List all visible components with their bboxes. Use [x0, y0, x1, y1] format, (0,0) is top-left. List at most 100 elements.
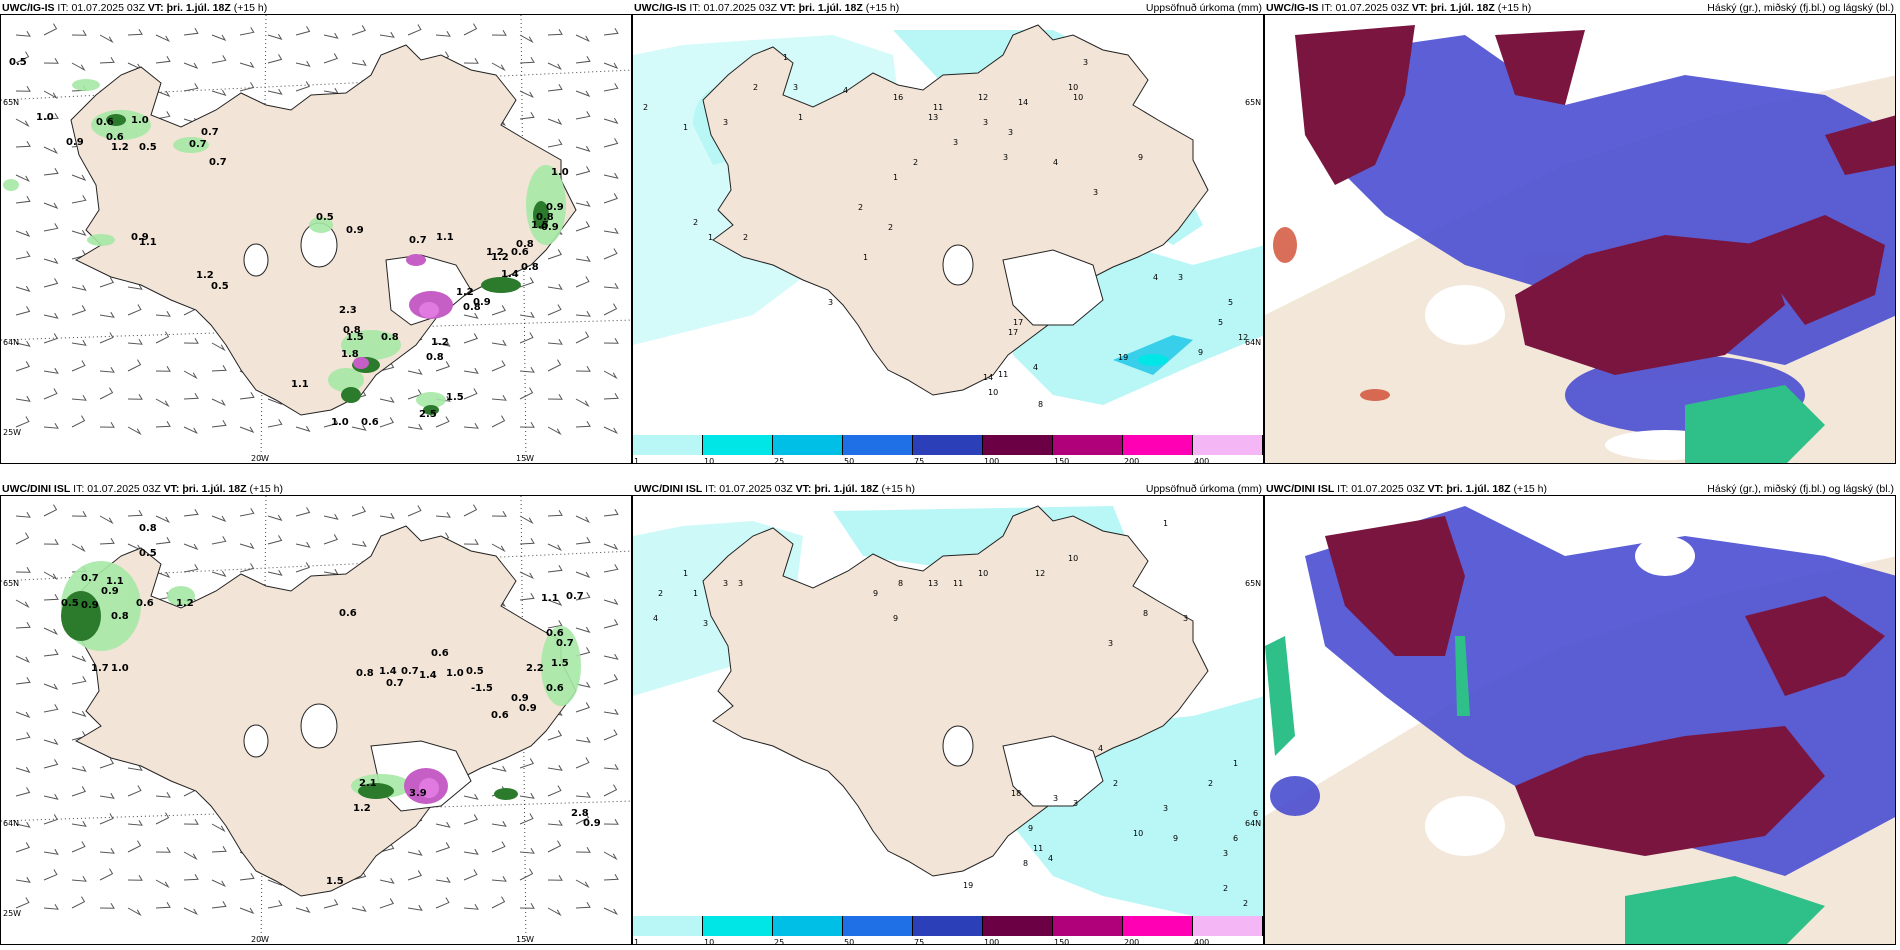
wind-barb-icon	[575, 34, 590, 43]
wind-barb-icon	[603, 653, 619, 660]
wind-barb-icon	[99, 277, 114, 288]
precip-label: 9	[1198, 348, 1203, 357]
lon-label: 15W	[516, 454, 534, 463]
wind-barb-icon	[99, 813, 114, 825]
precip-label: 3	[1178, 273, 1183, 282]
wind-label: 0.9	[511, 693, 529, 704]
wind-label: 1.2	[456, 287, 474, 298]
wind-barb-icon	[15, 599, 30, 609]
wind-barb-icon	[603, 564, 619, 573]
wind-barb-icon	[547, 118, 563, 126]
wind-label: 0.6	[96, 117, 114, 128]
wind-barb-icon	[575, 111, 591, 120]
wind-barb-icon	[435, 511, 451, 518]
colorbar-cell	[1053, 916, 1123, 936]
wind-barb-icon	[239, 542, 255, 549]
wind-barb-icon	[239, 61, 255, 68]
wind-barb-icon	[183, 851, 198, 861]
iceland-land	[702, 505, 1209, 877]
wind-barb-icon	[15, 174, 30, 183]
colorbar-tick: 150	[1054, 938, 1070, 945]
wind-barb-icon	[267, 514, 283, 521]
wind-barb-icon	[155, 421, 171, 428]
wind-label: 1.2	[353, 803, 371, 814]
precip-label: 10	[978, 569, 988, 578]
colorbar-cell	[1053, 435, 1123, 455]
colorbar-cell	[1193, 435, 1263, 455]
wind-barb-icon	[603, 543, 619, 551]
precip-label: 1	[893, 173, 898, 182]
wind-barb-icon	[323, 534, 338, 545]
init-time: 01.07.2025 03Z	[1335, 2, 1409, 14]
wind-labels: 0.8 0.5 0.7 0.9 1.1 0.5 0.9 0.6 0.8 1.7 …	[61, 523, 601, 887]
wind-barb-icon	[547, 139, 563, 148]
wind-label: 3.9	[409, 788, 427, 799]
wind-barb-icon	[351, 540, 367, 547]
wind-label: 1.5	[326, 876, 344, 887]
colorbar-tick: 75	[914, 938, 925, 945]
wind-barb-icon	[351, 424, 367, 431]
colorbar-tick: 50	[844, 457, 855, 464]
wind-barb-icon	[519, 332, 534, 344]
wind-barb-icon	[575, 166, 591, 176]
wind-barb-icon	[295, 541, 311, 548]
wind-barb-icon	[519, 538, 535, 545]
wind-label: 0.7	[566, 591, 584, 602]
wind-barb-icon	[491, 896, 506, 909]
wind-barb-icon	[71, 841, 86, 853]
wind-barb-icon	[211, 536, 227, 545]
wind-barb-icon	[575, 145, 591, 152]
wind-barb-icon	[183, 62, 199, 70]
wind-barb-icon	[239, 426, 255, 434]
wind-barb-icon	[99, 366, 115, 373]
precip-label: 1	[1233, 759, 1238, 768]
colorbar-cell	[843, 916, 913, 936]
wind-barb-icon	[547, 393, 563, 400]
precip-labels: 1 2 4 3 3 3 1 12 10 9 8 13 11 10 9 18 9 …	[653, 519, 1258, 908]
colorbar-tick: 1	[634, 938, 640, 945]
wind-barb-icon	[295, 60, 311, 67]
wind-label: 1.0	[331, 417, 349, 428]
wind-barb-icon	[491, 510, 507, 517]
precip-label: 2	[743, 233, 748, 242]
valid-time: þri. 1.júl. 18Z	[1446, 483, 1511, 495]
map-clouds-bottom	[1265, 496, 1895, 944]
wind-barb-icon	[603, 907, 618, 916]
wind-label: 1.0	[446, 668, 464, 679]
wind-barb-icon	[43, 388, 58, 400]
wind-barb-icon	[15, 532, 30, 545]
wind-label: 0.7	[81, 573, 99, 584]
model-name: UWC/DINI ISL	[634, 483, 703, 495]
wind-barb-icon	[351, 25, 366, 36]
colorbar-cell	[703, 435, 773, 455]
wind-barb-icon	[435, 821, 451, 828]
lat-label: 64N	[1245, 819, 1261, 828]
precip-label: 3	[1053, 794, 1058, 803]
wind-barb-icon	[379, 396, 395, 403]
wind-barb-icon	[71, 360, 86, 372]
wind-barb-icon	[547, 304, 562, 316]
wind-barb-icon	[43, 312, 59, 319]
lon-label: 25W	[3, 909, 21, 918]
wind-barb-icon	[463, 57, 479, 64]
wind-barb-icon	[99, 515, 114, 525]
wind-barb-icon	[519, 847, 535, 854]
wind-barb-icon	[99, 538, 115, 545]
wind-barb-icon	[127, 283, 143, 290]
wind-barb-icon	[463, 23, 478, 36]
wind-label: 0.5	[139, 142, 157, 153]
precip-label: 17	[1008, 328, 1018, 337]
precip-label: 10	[988, 388, 998, 397]
wind-label: 1.7	[91, 663, 109, 674]
wind-barb-icon	[603, 370, 618, 380]
wind-barb-icon	[127, 29, 143, 36]
wind-barb-icon	[15, 655, 30, 664]
wind-label: 1.0	[36, 112, 54, 123]
wind-barb-icon	[43, 57, 59, 64]
wind-label: 2.2	[526, 663, 544, 674]
wind-barb-icon	[575, 200, 591, 207]
wind-barb-icon	[43, 223, 59, 232]
wind-barb-icon	[267, 569, 283, 576]
panel-precip-top: 1 2 1 3 3 2 1 4 16 11 13 12 14 10 10 3 9…	[632, 14, 1264, 464]
precip-label: 1	[783, 53, 788, 62]
